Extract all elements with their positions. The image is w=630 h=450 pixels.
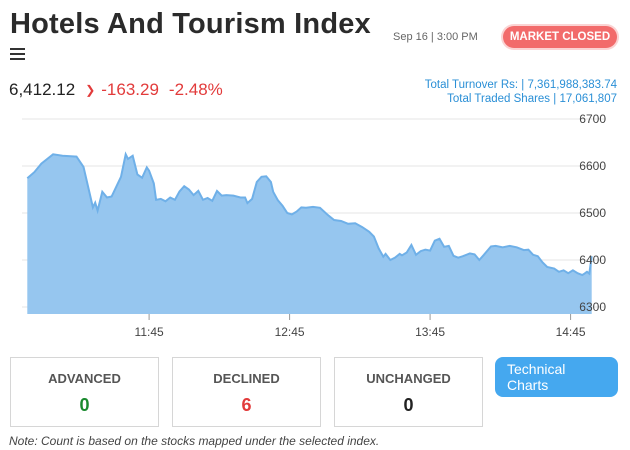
unchanged-card: UNCHANGED 0 (334, 357, 483, 427)
chart-area-series (27, 154, 592, 314)
chart-line-series (26, 151, 593, 277)
chart-y-tick-label: 6700 (579, 112, 606, 126)
chart-x-tick-label: 14:45 (556, 325, 586, 339)
technical-charts-button[interactable]: Technical Charts (495, 357, 618, 397)
declined-card: DECLINED 6 (172, 357, 321, 427)
chevron-down-icon: ❯ (85, 83, 96, 97)
chart-x-tick-label: 12:45 (275, 325, 305, 339)
total-traded-shares: Total Traded Shares | 17,061,807 (447, 92, 617, 105)
chart-x-axis: 11:45 12:45 13:45 14:45 (135, 314, 586, 339)
unchanged-label: UNCHANGED (366, 371, 451, 386)
chart-y-tick-label: 6500 (579, 206, 606, 220)
price-change-percent: -2.48% (168, 80, 223, 99)
advanced-count: 0 (79, 395, 90, 415)
market-datetime: Sep 16 | 3:00 PM (393, 31, 478, 43)
declined-label: DECLINED (213, 371, 280, 386)
chart-y-tick-label: 6600 (579, 159, 606, 173)
index-area-chart[interactable]: 6700 6600 6500 6400 6300 11:45 12:45 13:45 14:4… (0, 110, 630, 345)
totals-summary: Total Turnover Rs: | 7,361,988,383.74 To… (425, 79, 617, 106)
declined-count: 6 (241, 395, 252, 415)
price-change: -163.29 (101, 80, 159, 99)
chart-x-tick-label: 11:45 (135, 325, 164, 339)
advanced-card: ADVANCED 0 (10, 357, 159, 427)
chart-y-tick-label: 6300 (579, 300, 606, 314)
chart-x-tick-label: 13:45 (415, 325, 445, 339)
hamburger-menu-icon[interactable] (10, 48, 25, 60)
total-turnover: Total Turnover Rs: | 7,361,988,383.74 (424, 79, 617, 91)
unchanged-count: 0 (403, 395, 414, 415)
advanced-label: ADVANCED (48, 371, 121, 386)
quote-row: 6,412.12 ❯ -163.29 -2.48% (9, 80, 223, 100)
market-status-badge: MARKET CLOSED (503, 26, 617, 48)
chart-y-axis: 6700 6600 6500 6400 6300 (579, 112, 606, 314)
index-price: 6,412.12 (9, 80, 76, 99)
page-title: Hotels And Tourism Index (10, 8, 371, 40)
chart-y-tick-label: 6400 (579, 253, 606, 267)
footnote: Note: Count is based on the stocks mappe… (9, 434, 380, 448)
